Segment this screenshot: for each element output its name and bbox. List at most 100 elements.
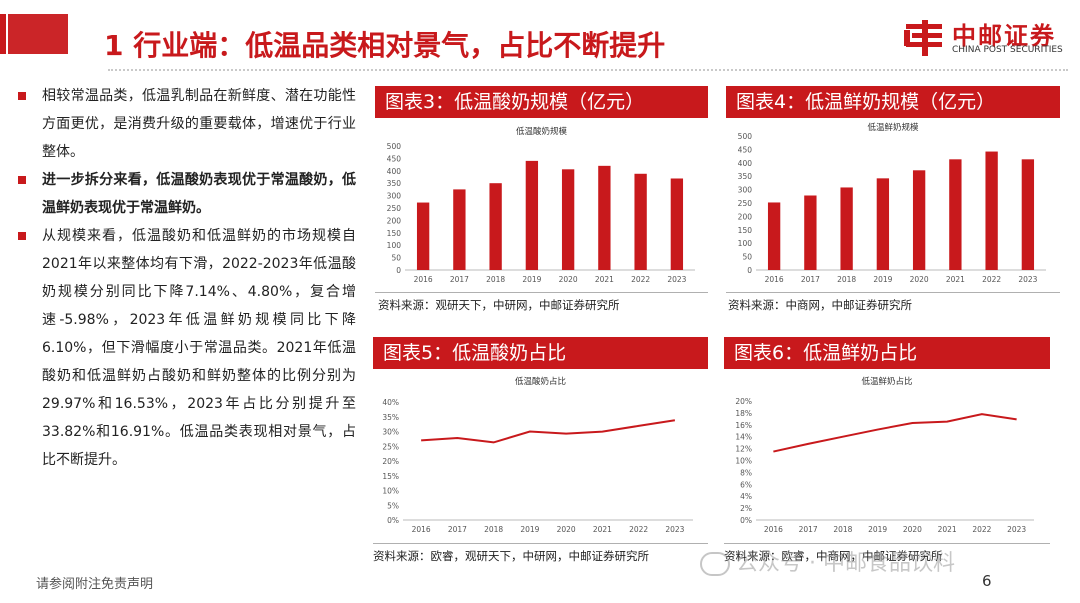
y-tick-label: 150 <box>387 229 402 238</box>
y-tick-label: 350 <box>738 172 753 181</box>
y-tick-label: 40% <box>382 398 399 407</box>
bar-2019 <box>525 160 539 270</box>
bullet-text: 相较常温品类，低温乳制品在新鲜度、潜在功能性方面更优，是消费升级的重要载体，增速… <box>42 88 356 160</box>
x-tick-label: 2023 <box>1018 275 1037 284</box>
watermark: 公众号 · 中邮食品饮料 <box>700 545 955 577</box>
series-line <box>773 413 1017 453</box>
chart3-source: 资料来源：观研天下，中研网，中邮证券研究所 <box>378 298 620 312</box>
bar-2019 <box>876 178 890 270</box>
x-tick-label: 2020 <box>559 275 578 284</box>
x-tick-label: 2017 <box>799 525 818 534</box>
y-tick-label: 250 <box>738 199 753 208</box>
x-tick-label: 2016 <box>412 525 431 534</box>
bullet-item: 相较常温品类，低温乳制品在新鲜度、潜在功能性方面更优，是消费升级的重要载体，增速… <box>14 82 356 166</box>
x-tick-label: 2019 <box>873 275 892 284</box>
x-tick-label: 2019 <box>520 525 539 534</box>
y-tick-label: 2% <box>740 504 752 513</box>
y-tick-label: 450 <box>738 145 753 154</box>
x-tick-label: 2018 <box>486 275 505 284</box>
y-tick-label: 350 <box>387 179 402 188</box>
y-tick-label: 20% <box>735 397 752 406</box>
china-post-emblem-icon <box>904 20 942 56</box>
y-tick-label: 200 <box>387 216 402 225</box>
x-tick-label: 2022 <box>972 525 991 534</box>
y-tick-label: 12% <box>735 445 752 454</box>
page-title: 1 行业端：低温品类相对景气，占比不断提升 <box>104 29 666 62</box>
bar-2021 <box>598 165 611 270</box>
y-tick-label: 400 <box>387 167 402 176</box>
x-tick-label: 2021 <box>946 275 965 284</box>
bar-2018 <box>840 187 853 270</box>
header-accent-bar <box>0 14 6 54</box>
x-tick-label: 2021 <box>595 275 614 284</box>
bar-2020 <box>912 170 926 270</box>
x-tick-label: 2022 <box>982 275 1001 284</box>
x-tick-label: 2019 <box>522 275 541 284</box>
title-divider <box>108 69 1068 71</box>
y-tick-label: 30% <box>382 428 399 437</box>
y-tick-label: 8% <box>740 468 752 477</box>
x-tick-label: 2018 <box>833 525 852 534</box>
x-tick-label: 2016 <box>764 525 783 534</box>
y-tick-label: 4% <box>740 492 752 501</box>
chart3-divider <box>375 292 708 293</box>
company-logo: 中邮证券 CHINA POST SECURITIES <box>902 16 1070 60</box>
y-tick-label: 200 <box>738 212 753 221</box>
y-tick-label: 10% <box>382 487 399 496</box>
y-tick-label: 500 <box>387 142 402 151</box>
chart3-yogurt-scale: 低温酸奶规模 0 50 100 150 200 250 300 350 400 450 500 2016… <box>387 126 695 284</box>
y-tick-label: 300 <box>387 192 402 201</box>
x-tick-label: 2018 <box>837 275 856 284</box>
bullet-square-icon <box>18 92 26 100</box>
chart-title: 低温酸奶占比 <box>515 376 566 387</box>
page-number: 6 <box>982 572 992 590</box>
bullet-text: 进一步拆分来看，低温酸奶表现优于常温酸奶，低温鲜奶表现优于常温鲜奶。 <box>42 172 356 216</box>
y-tick-label: 16% <box>735 421 752 430</box>
y-tick-label: 0% <box>387 516 399 525</box>
x-tick-label: 2020 <box>910 275 929 284</box>
bullet-item: 进一步拆分来看，低温酸奶表现优于常温酸奶，低温鲜奶表现优于常温鲜奶。 <box>14 166 356 222</box>
y-tick-label: 10% <box>735 457 752 466</box>
chart-title: 低温鲜奶规模 <box>867 122 919 133</box>
chart3-title-bar: 图表3：低温酸奶规模（亿元） <box>375 86 708 118</box>
chart-title: 低温鲜奶占比 <box>861 376 912 387</box>
bar-2016 <box>767 202 781 270</box>
x-tick-label: 2023 <box>665 525 684 534</box>
disclaimer-note: 请参阅附注免责声明 <box>36 577 154 592</box>
x-tick-label: 2023 <box>667 275 686 284</box>
bar-2021 <box>949 159 962 270</box>
bar-2022 <box>985 151 998 270</box>
y-tick-label: 500 <box>738 132 753 141</box>
chart4-source: 资料来源：中商网，中邮证券研究所 <box>728 298 912 312</box>
x-tick-label: 2019 <box>868 525 887 534</box>
x-tick-label: 2016 <box>765 275 784 284</box>
bar-2023 <box>1021 159 1035 270</box>
y-tick-label: 250 <box>387 204 402 213</box>
wechat-icon <box>700 552 730 576</box>
x-tick-label: 2022 <box>629 525 648 534</box>
y-tick-label: 150 <box>738 226 753 235</box>
x-tick-label: 2020 <box>903 525 922 534</box>
logo-chinese-name: 中邮证券 <box>952 22 1056 50</box>
bar-2023 <box>670 178 684 270</box>
bullet-square-icon <box>18 232 26 240</box>
bar-2018 <box>489 183 502 270</box>
bar-2020 <box>561 169 575 270</box>
x-tick-label: 2017 <box>448 525 467 534</box>
chart6-source: 资料来源：欧睿，中商网，中邮证券研究所 <box>724 549 943 563</box>
chart4-divider <box>726 292 1060 293</box>
y-tick-label: 6% <box>740 480 752 489</box>
chart4-fresh-milk-scale: 低温鲜奶规模 0 50 100 150 200 250 300 350 400 450 500 2016… <box>738 122 1046 284</box>
x-tick-label: 2021 <box>593 525 612 534</box>
bar-2017 <box>804 195 817 270</box>
y-tick-label: 50 <box>391 254 401 263</box>
chart5-divider <box>373 543 708 544</box>
y-tick-label: 400 <box>738 159 753 168</box>
bullet-list: 相较常温品类，低温乳制品在新鲜度、潜在功能性方面更优，是消费升级的重要载体，增速… <box>14 82 356 474</box>
x-tick-label: 2021 <box>938 525 957 534</box>
chart4-title-bar: 图表4：低温鲜奶规模（亿元） <box>726 86 1060 118</box>
x-tick-label: 2016 <box>414 275 433 284</box>
x-tick-label: 2017 <box>801 275 820 284</box>
y-tick-label: 50 <box>742 253 752 262</box>
x-tick-label: 2017 <box>450 275 469 284</box>
